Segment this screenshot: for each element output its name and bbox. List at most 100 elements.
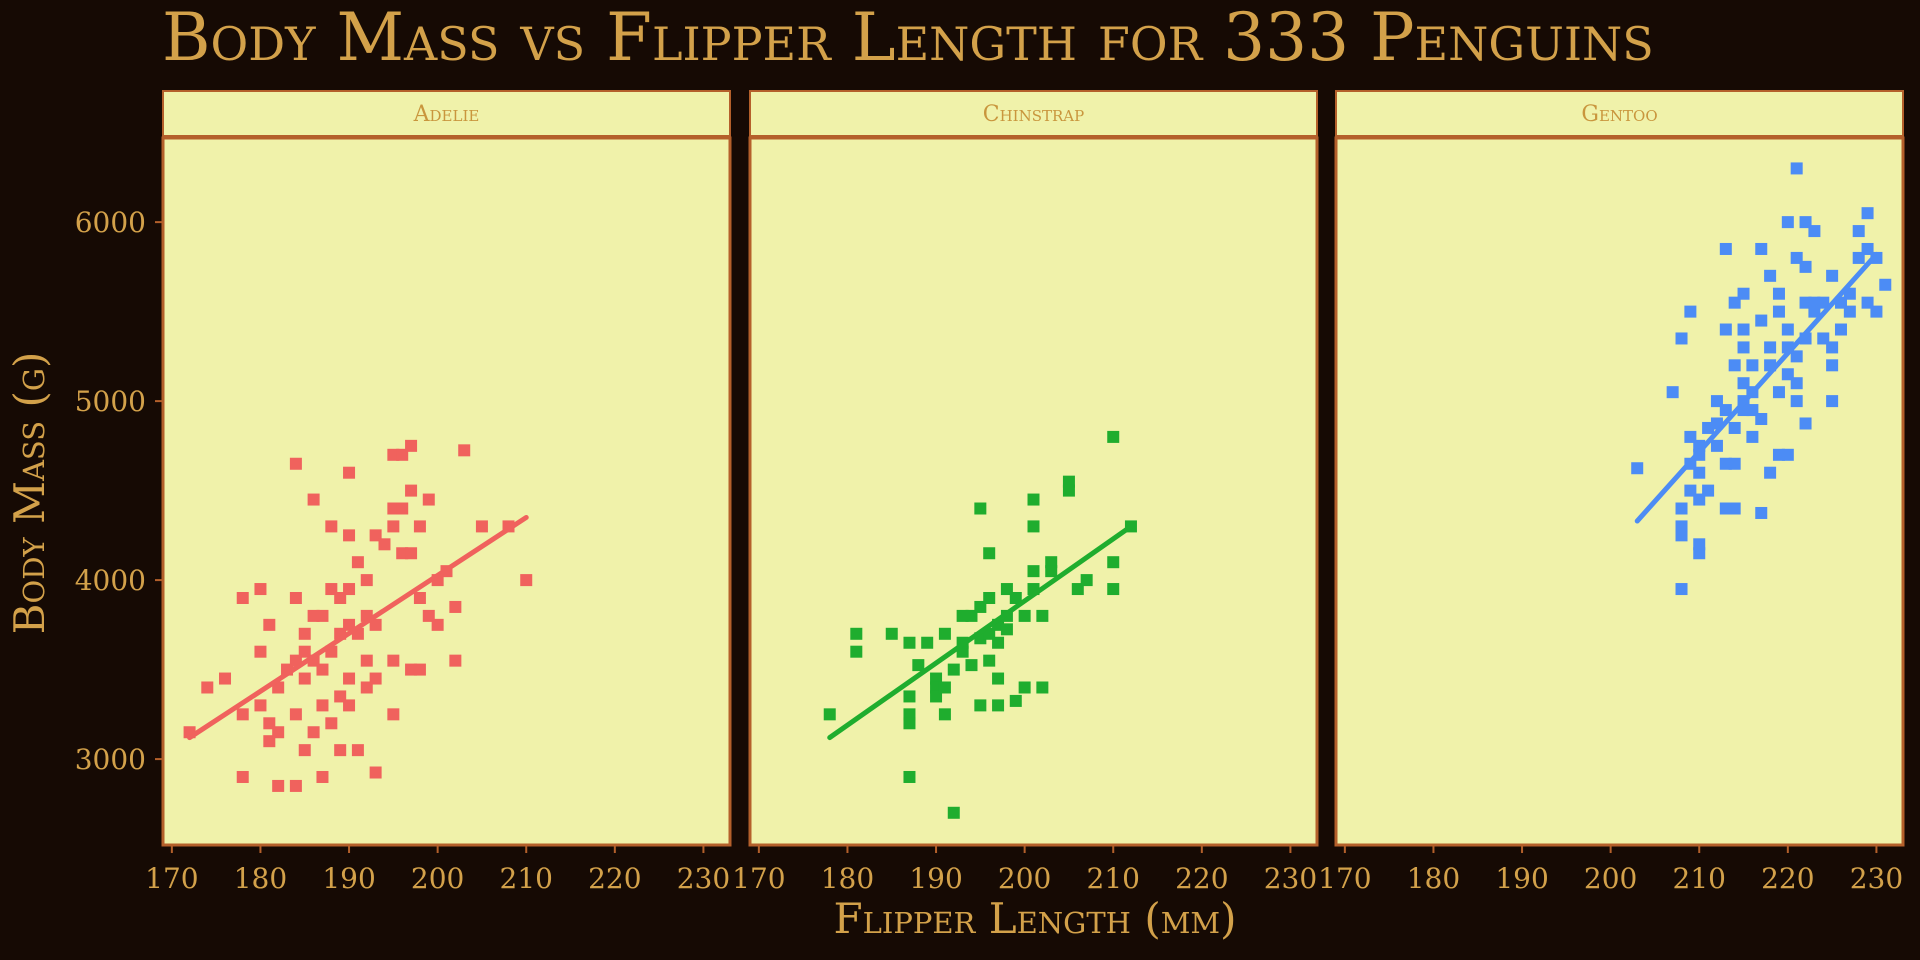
data-point [1826,359,1839,372]
data-point [1045,565,1058,578]
data-point [405,484,418,497]
data-point [1684,305,1697,318]
data-point [236,591,249,604]
data-point [1693,547,1706,560]
facet-panels: 3000 4000 5000 6000 Adelie 170 180 190 200 210 220… [75,90,1905,895]
x-tick-label: 200 [998,862,1051,895]
data-point [1764,341,1777,354]
data-point [1781,323,1794,336]
data-point [974,502,987,515]
data-point [938,708,951,721]
x-tick-label: 180 [1407,862,1460,895]
x-tick-label: 200 [1584,862,1637,895]
data-point [1790,251,1803,264]
x-tick-label: 230 [677,862,730,895]
facet-strip [162,90,731,137]
data-point [1009,694,1022,707]
x-tick-label: 180 [234,862,287,895]
data-point [1781,448,1794,461]
data-point [921,636,934,649]
data-point [343,699,356,712]
x-tick-label: 210 [1673,862,1726,895]
x-tick-label: 180 [821,862,874,895]
x-tick-label: 220 [1761,862,1814,895]
y-tick-label: 3000 [75,743,146,776]
facet-strip-label: Gentoo [1581,102,1657,127]
data-point [1737,341,1750,354]
x-tick-label: 190 [909,862,962,895]
data-point [1826,269,1839,282]
data-point [1870,305,1883,318]
x-tick-label: 170 [145,862,198,895]
data-point [885,627,898,640]
data-point [1834,323,1847,336]
y-tick-label: 5000 [75,385,146,418]
data-point [974,699,987,712]
data-point [413,591,426,604]
data-point [387,520,400,533]
data-point [520,574,533,587]
data-point [992,636,1005,649]
data-point [1764,466,1777,479]
data-point [1755,506,1768,519]
data-point [413,663,426,676]
facet-strip [749,90,1318,137]
data-point [1790,395,1803,408]
data-point [272,726,285,739]
data-point [983,654,996,667]
data-point [263,618,276,631]
data-point [983,547,996,560]
panel-gentoo: Gentoo 170 180 190 200 210 220 230 [1318,90,1905,895]
data-point [387,654,400,667]
data-point [369,766,382,779]
data-point [396,502,409,515]
data-point [1746,430,1759,443]
x-tick-label: 210 [500,862,553,895]
data-point [1879,278,1892,291]
data-point [298,744,311,757]
data-point [938,681,951,694]
data-point [903,636,916,649]
data-point [289,591,302,604]
x-tick-label: 190 [1495,862,1548,895]
data-point [289,708,302,721]
data-point [325,717,338,730]
panel-background [1334,136,1905,847]
data-point [1728,457,1741,470]
data-point [1675,502,1688,515]
data-point [1018,681,1031,694]
data-point [1675,583,1688,596]
data-point [1080,574,1093,587]
data-point [1755,314,1768,327]
data-point [413,520,426,533]
data-point [254,583,267,596]
data-point [298,672,311,685]
data-point [316,663,329,676]
data-point [1772,386,1785,399]
data-point [992,672,1005,685]
data-point [236,708,249,721]
data-point [992,699,1005,712]
facet-strip [1335,90,1904,137]
data-point [369,618,382,631]
panel-background [161,136,732,847]
y-tick-label: 4000 [75,564,146,597]
data-point [1036,681,1049,694]
data-point [903,717,916,730]
data-point [1808,225,1821,238]
data-point [449,654,462,667]
data-point [1027,565,1040,578]
data-point [1710,439,1723,452]
data-point [343,529,356,542]
data-point [378,538,391,551]
data-point [1737,323,1750,336]
y-tick-label: 6000 [75,206,146,239]
x-tick-label: 210 [1087,862,1140,895]
data-point [360,654,373,667]
data-point [1719,323,1732,336]
data-point [850,645,863,658]
data-point [316,699,329,712]
data-point [1666,386,1679,399]
data-point [903,690,916,703]
data-point [343,672,356,685]
